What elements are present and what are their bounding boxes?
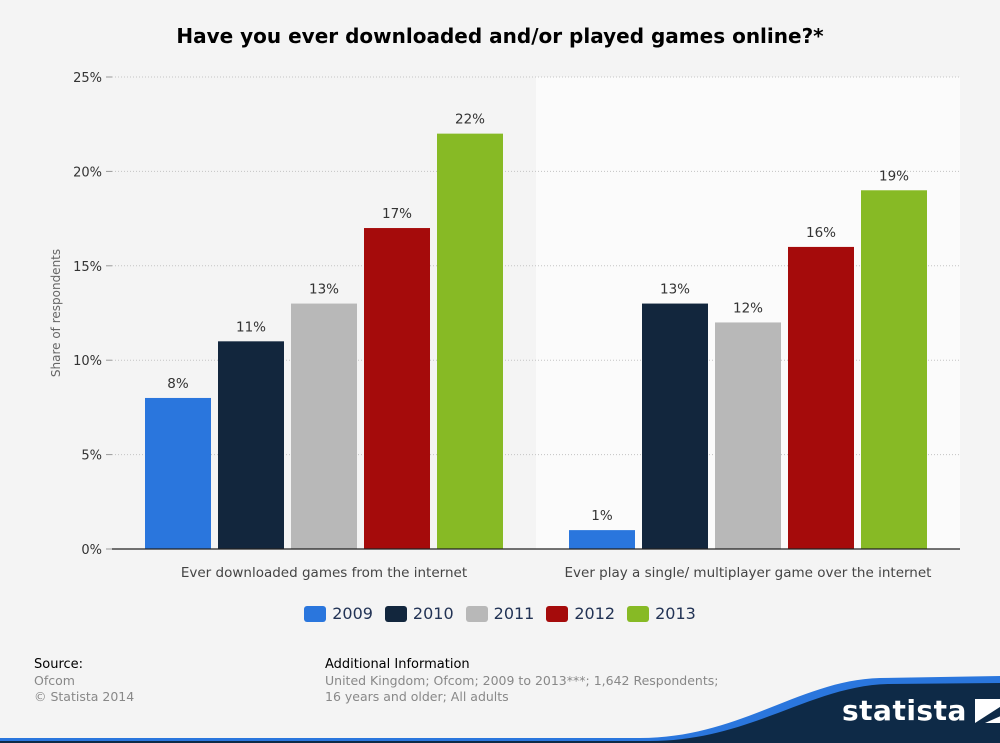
- value-labels: 8% 11% 13% 17% 22% 1% 13% 12% 16% 19%: [167, 112, 909, 524]
- info-line-2: 16 years and older; All adults: [325, 689, 509, 704]
- category-labels: Ever downloaded games from the internet E…: [181, 565, 932, 581]
- y-tick-label: 25%: [73, 71, 102, 86]
- y-tick-label: 5%: [81, 449, 102, 464]
- y-tick-label: 20%: [73, 165, 102, 180]
- bar-2010-cat-1: [642, 303, 708, 549]
- legend-label: 2012: [574, 604, 616, 623]
- legend-swatch: [546, 605, 569, 622]
- footer-source: Source: Ofcom © Statista 2014: [34, 657, 134, 705]
- footer-additional-info: Additional Information United Kingdom; O…: [325, 657, 745, 705]
- statista-mark-icon: [974, 698, 1000, 723]
- source-heading: Source:: [34, 657, 84, 672]
- bar-2013-cat-1: [861, 190, 927, 549]
- legend-item-2009[interactable]: 2009: [304, 604, 373, 623]
- category-label-0: Ever downloaded games from the internet: [181, 565, 467, 581]
- value-label: 11%: [236, 319, 266, 335]
- bar-2011-cat-1: [715, 322, 781, 549]
- bars: [145, 133, 927, 550]
- value-label: 1%: [591, 508, 613, 524]
- brand-name: statista: [842, 694, 967, 727]
- value-label: 8%: [167, 376, 189, 392]
- legend-item-2012[interactable]: 2012: [546, 604, 615, 623]
- legend-item-2010[interactable]: 2010: [384, 604, 454, 623]
- value-label: 13%: [660, 282, 690, 298]
- statista-logo: statista: [842, 694, 1000, 727]
- value-label: 19%: [879, 168, 909, 184]
- value-label: 13%: [309, 282, 339, 298]
- y-tick-label: 15%: [73, 260, 102, 275]
- legend-label: 2009: [332, 604, 373, 623]
- bar-2011-cat-0: [291, 303, 357, 549]
- source-line-2: © Statista 2014: [34, 689, 135, 704]
- bar-2013-cat-0: [437, 133, 503, 549]
- legend-swatch: [465, 605, 488, 622]
- legend-item-2011[interactable]: 2011: [465, 604, 535, 623]
- source-line-1: Ofcom: [34, 673, 75, 688]
- bar-2009-cat-1: [569, 530, 635, 549]
- value-label: 16%: [806, 225, 836, 241]
- legend-swatch: [304, 605, 327, 622]
- y-axis-label: Share of respondents: [49, 249, 63, 377]
- chart-area: 0% 5% 10% 15% 20% 25% 8% 11% 13% 17% 22% 1% 13% 12% 1…: [49, 71, 960, 581]
- legend-label: 2011: [493, 604, 535, 623]
- legend-swatch: [384, 605, 407, 622]
- y-axis-ticks: 0% 5% 10% 15% 20% 25%: [73, 71, 112, 558]
- legend-item-2013[interactable]: 2013: [627, 604, 696, 623]
- y-tick-label: 10%: [73, 354, 102, 369]
- value-label: 22%: [455, 112, 485, 128]
- value-label: 12%: [733, 300, 763, 316]
- bar-2009-cat-0: [145, 397, 211, 549]
- y-tick-label: 0%: [81, 543, 102, 558]
- bar-2012-cat-0: [364, 228, 430, 550]
- bar-2012-cat-1: [788, 246, 854, 550]
- legend: 2009 2010 2011 2012 2013: [0, 604, 1000, 623]
- legend-label: 2010: [412, 604, 454, 623]
- legend-label: 2013: [655, 604, 696, 623]
- info-heading: Additional Information: [325, 657, 470, 672]
- info-line-1: United Kingdom; Ofcom; 2009 to 2013***; …: [325, 673, 719, 688]
- brand-wave: [0, 676, 1000, 743]
- category-label-1: Ever play a single/ multiplayer game ove…: [565, 565, 932, 581]
- value-label: 17%: [382, 206, 412, 222]
- chart-title: Have you ever downloaded and/or played g…: [176, 24, 824, 48]
- bar-2010-cat-0: [218, 341, 284, 549]
- legend-swatch: [627, 605, 650, 622]
